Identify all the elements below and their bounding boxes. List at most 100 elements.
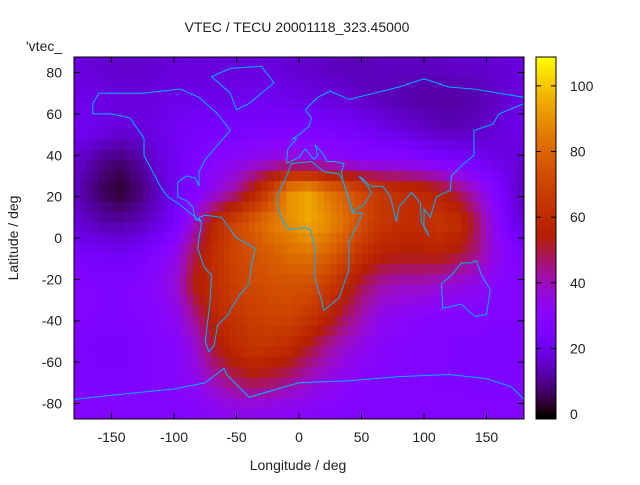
heatmap-cell (349, 212, 356, 223)
heatmap-cell (392, 336, 400, 348)
heatmap-cell (349, 108, 356, 120)
heatmap-cell (342, 325, 350, 337)
heatmap-cell (86, 243, 94, 255)
heatmap-cell (417, 129, 425, 141)
heatmap-cell (374, 139, 381, 151)
heatmap-cell (117, 243, 125, 255)
heatmap-cell (361, 181, 369, 192)
heatmap-cell (324, 88, 331, 99)
heatmap-cell (355, 67, 362, 79)
heatmap-cell (386, 222, 394, 234)
heatmap-cell (305, 98, 312, 110)
heatmap-cell (242, 201, 250, 213)
heatmap-cell (411, 57, 419, 68)
heatmap-cell (274, 367, 281, 379)
heatmap-cell (274, 274, 281, 286)
heatmap-cell (511, 170, 519, 182)
heatmap-cell (130, 305, 137, 317)
heatmap-cell (124, 284, 131, 296)
heatmap-cell (449, 88, 456, 99)
heatmap-cell (336, 88, 344, 99)
heatmap-cell (411, 67, 419, 79)
heatmap-cell (224, 253, 231, 265)
heatmap-cell (255, 212, 262, 223)
colorbar-swatch (536, 243, 556, 246)
heatmap-cell (174, 222, 181, 234)
heatmap-cell (449, 263, 456, 275)
heatmap-cell (467, 181, 475, 192)
heatmap-cell (486, 346, 494, 358)
heatmap-cell (267, 181, 275, 192)
heatmap-cell (424, 139, 431, 151)
heatmap-cell (305, 346, 312, 358)
heatmap-cell (286, 243, 294, 255)
heatmap-cell (405, 346, 412, 358)
heatmap-cell (292, 232, 300, 244)
heatmap-cell (124, 170, 131, 182)
heatmap-cell (186, 408, 194, 420)
heatmap-cell (249, 57, 256, 68)
heatmap-cell (211, 67, 219, 79)
heatmap-cell (105, 129, 112, 141)
heatmap-cell (142, 336, 150, 348)
heatmap-cell (117, 67, 125, 79)
heatmap-cell (367, 67, 375, 79)
heatmap-cell (486, 170, 494, 182)
heatmap-cell (255, 274, 262, 286)
heatmap-cell (505, 119, 512, 130)
heatmap-cell (217, 98, 225, 110)
heatmap-cell (380, 377, 387, 389)
heatmap-cell (192, 170, 200, 182)
colorbar-swatch (536, 407, 556, 410)
heatmap-cell (111, 160, 119, 172)
heatmap-cell (486, 119, 494, 130)
heatmap-cell (417, 305, 425, 317)
heatmap-cell (467, 305, 475, 317)
heatmap-cell (511, 408, 519, 420)
heatmap-cell (311, 129, 319, 141)
heatmap-cell (136, 119, 144, 130)
heatmap-cell (99, 57, 106, 68)
heatmap-cell (317, 408, 325, 420)
heatmap-cell (330, 222, 337, 234)
heatmap-cell (105, 201, 112, 213)
heatmap-cell (242, 315, 250, 327)
heatmap-cell (205, 181, 212, 192)
heatmap-cell (280, 232, 287, 244)
heatmap-cell (486, 150, 494, 161)
heatmap-cell (330, 170, 337, 182)
heatmap-cell (424, 315, 431, 327)
heatmap-cell (167, 253, 175, 265)
heatmap-cell (492, 191, 500, 203)
heatmap-cell (305, 232, 312, 244)
heatmap-cell (449, 284, 456, 296)
heatmap-cell (299, 139, 306, 151)
heatmap-cell (467, 367, 475, 379)
heatmap-cell (474, 336, 481, 348)
heatmap-cell (92, 98, 100, 110)
heatmap-cell (417, 181, 425, 192)
heatmap-cell (142, 119, 150, 130)
heatmap-cell (205, 408, 212, 420)
heatmap-cell (399, 367, 406, 379)
heatmap-cell (274, 88, 281, 99)
heatmap-cell (405, 139, 412, 151)
colorbar-swatch (536, 249, 556, 252)
heatmap-cell (255, 336, 262, 348)
heatmap-cell (511, 263, 519, 275)
y-tick-label: -40 (42, 313, 62, 329)
heatmap-cell (405, 315, 412, 327)
heatmap-cell (511, 377, 519, 389)
heatmap-cell (167, 408, 175, 420)
heatmap-cell (167, 150, 175, 161)
heatmap-cell (74, 98, 81, 110)
heatmap-cell (461, 294, 469, 306)
heatmap-cell (280, 408, 287, 420)
heatmap-cell (324, 212, 331, 223)
heatmap-cell (174, 377, 181, 389)
heatmap-cell (517, 294, 525, 306)
heatmap-cell (99, 139, 106, 151)
heatmap-cell (355, 77, 362, 89)
colorbar-swatch (536, 261, 556, 264)
heatmap-cell (286, 387, 294, 399)
